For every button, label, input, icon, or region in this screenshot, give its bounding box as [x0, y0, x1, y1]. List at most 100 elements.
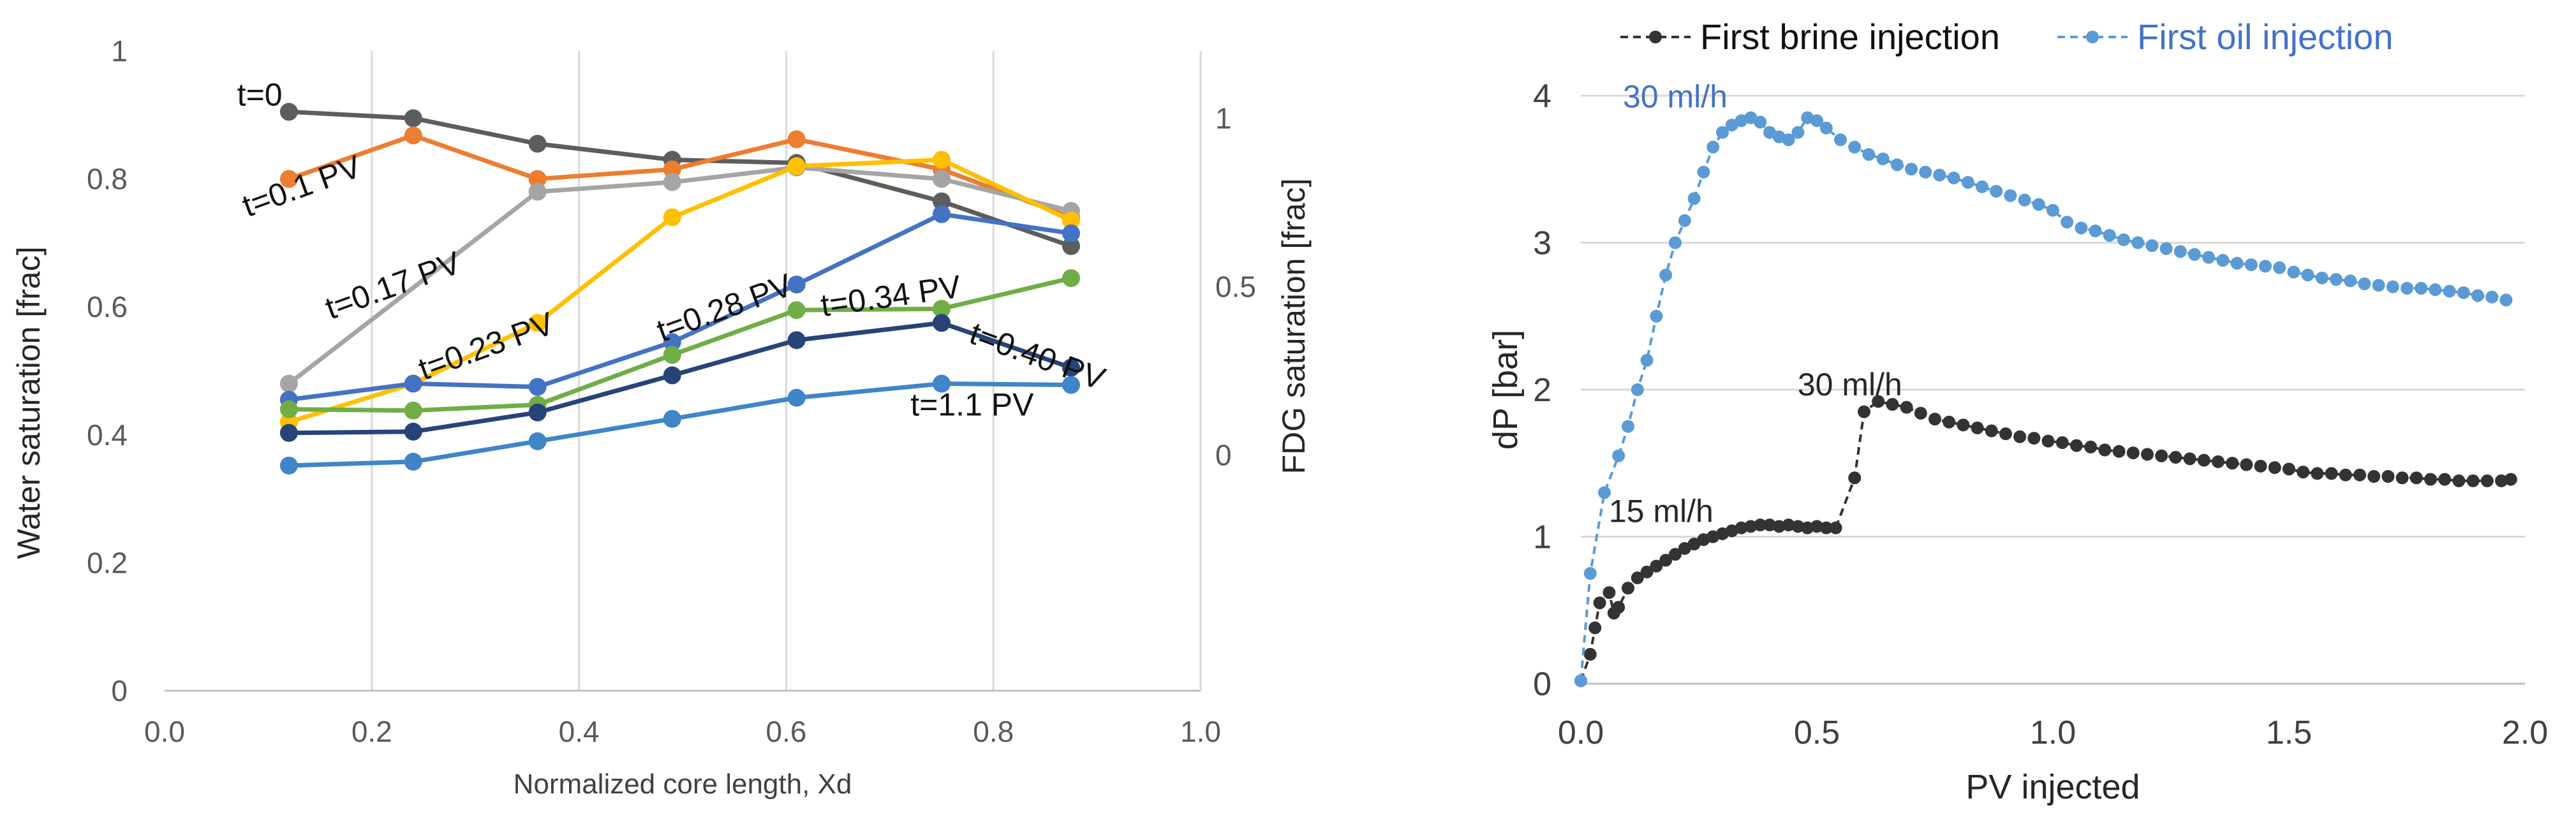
- pressure-data-point: [2131, 236, 2145, 249]
- pressure-data-point: [2013, 430, 2027, 443]
- saturation-data-point: [663, 346, 681, 364]
- pressure-data-point: [2325, 467, 2338, 480]
- pressure-data-point: [2367, 469, 2381, 483]
- saturation-data-point: [1062, 358, 1080, 377]
- pressure-data-point: [2098, 443, 2112, 457]
- pressure-chart-y-tick-label: 0: [1533, 666, 1551, 703]
- pressure-data-point: [1687, 192, 1701, 205]
- pressure-data-point: [1574, 674, 1587, 688]
- saturation-data-point: [528, 432, 547, 450]
- pressure-data-point: [1631, 383, 1644, 396]
- pressure-data-point: [1612, 449, 1625, 462]
- pressure-data-point: [1819, 121, 1833, 135]
- pressure-data-point: [2297, 466, 2310, 479]
- pressure-data-point: [1933, 168, 1946, 182]
- pressure-chart-x-ticks: 0.0 0.5 1.0 1.5 2.0: [1558, 714, 2548, 751]
- pressure-data-point: [2358, 277, 2371, 291]
- saturation-series-line: [287, 165, 1072, 386]
- pressure-data-point: [1622, 582, 1634, 595]
- pressure-chart-annotations: 30 ml/h 30 ml/h 15 ml/h: [1609, 78, 1902, 529]
- pressure-data-point: [2339, 468, 2352, 482]
- pressure-data-point: [2145, 239, 2159, 253]
- pressure-data-point: [2353, 468, 2366, 482]
- pressure-data-point: [2311, 467, 2324, 480]
- pressure-data-point: [2183, 452, 2196, 466]
- pressure-data-point: [1943, 415, 1956, 429]
- pressure-chart-x-tick-label: 0.5: [1794, 714, 1840, 751]
- pressure-data-point: [2254, 459, 2267, 473]
- saturation-chart-y-tick-label: 0.8: [87, 163, 128, 196]
- saturation-data-point: [663, 409, 681, 428]
- pressure-data-point: [1583, 567, 1597, 580]
- pressure-data-point: [2112, 445, 2126, 458]
- pressure-data-point: [2197, 453, 2210, 467]
- saturation-data-point: [933, 192, 951, 210]
- pressure-data-point: [1876, 152, 1890, 166]
- pressure-data-point: [1858, 405, 1870, 418]
- pressure-data-point: [1905, 163, 1918, 176]
- legend-swatch-marker: [2086, 31, 2099, 43]
- saturation-chart-series: [279, 103, 1080, 475]
- saturation-chart-y-tick-label: 0.6: [87, 290, 128, 323]
- saturation-data-point: [279, 423, 298, 442]
- saturation-data-point: [787, 130, 806, 149]
- pressure-data-point: [2117, 233, 2130, 246]
- pressure-data-point: [1669, 548, 1682, 561]
- saturation-data-point: [528, 378, 547, 396]
- pressure-data-point: [2499, 293, 2513, 307]
- pressure-data-point: [1772, 520, 1786, 533]
- pressure-data-point: [2330, 273, 2343, 286]
- pressure-data-point: [1782, 519, 1795, 532]
- saturation-data-point: [404, 401, 422, 420]
- pressure-data-point: [2188, 247, 2201, 261]
- pressure-data-point: [1612, 601, 1625, 614]
- saturation-data-point: [528, 170, 547, 188]
- pressure-data-point: [2018, 193, 2031, 207]
- pressure-data-point: [1957, 418, 1970, 432]
- pressure-data-point: [1900, 401, 1913, 414]
- saturation-data-point: [404, 126, 422, 145]
- saturation-data-point: [787, 276, 806, 294]
- pressure-data-point: [2287, 265, 2300, 279]
- pressure-data-point: [2471, 289, 2484, 302]
- pressure-data-point: [1744, 520, 1758, 533]
- saturation-data-point: [933, 314, 951, 332]
- saturation-data-point: [528, 182, 547, 201]
- pressure-data-point: [1754, 115, 1767, 129]
- pressure-data-point: [2401, 281, 2413, 295]
- saturation-data-point: [279, 103, 298, 121]
- saturation-data-point: [933, 205, 951, 223]
- saturation-data-point: [787, 301, 806, 320]
- saturation-data-point: [933, 300, 951, 318]
- saturation-chart-y2-ticks: 00.51: [1215, 102, 1256, 472]
- saturation-chart-y-tick-label: 1: [111, 34, 128, 68]
- saturation-data-point: [933, 151, 951, 169]
- pressure-data-point: [2103, 228, 2116, 242]
- legend-swatch-marker: [1649, 31, 1662, 43]
- pressure-data-point: [1706, 140, 1720, 154]
- pressure-chart-annotation: 30 ml/h: [1798, 367, 1902, 402]
- pressure-chart-y-tick-label: 4: [1533, 78, 1551, 115]
- saturation-data-point: [1062, 224, 1080, 242]
- pressure-data-point: [1735, 521, 1748, 534]
- pressure-data-point: [1872, 395, 1885, 408]
- pressure-chart-y-tick-label: 1: [1533, 519, 1551, 556]
- saturation-data-point: [279, 170, 298, 188]
- pressure-data-point: [2495, 474, 2508, 487]
- pressure-data-point: [2259, 260, 2272, 273]
- pressure-data-point: [1890, 158, 1904, 172]
- pressure-chart-legend: First brine injection First oil injection: [1620, 17, 2393, 57]
- saturation-chart-x-ticks: 0.0 0.2 0.4 0.6 0.8 1.0: [144, 715, 1221, 748]
- pressure-data-point: [1829, 521, 1842, 534]
- pressure-data-point: [2159, 242, 2173, 255]
- pressure-data-point: [2315, 271, 2328, 284]
- saturation-chart-x-tick-label: 0.4: [559, 715, 600, 748]
- pressure-chart-y-ticks: 0 1 2 3 4: [1533, 78, 1551, 703]
- pressure-data-point: [1603, 586, 1616, 600]
- saturation-data-point: [528, 135, 547, 153]
- pressure-data-point: [1914, 406, 1927, 420]
- pressure-chart-y-tick-label: 2: [1533, 372, 1551, 409]
- pressure-chart-x-tick-label: 0.0: [1558, 714, 1604, 751]
- pressure-data-point: [2381, 469, 2395, 483]
